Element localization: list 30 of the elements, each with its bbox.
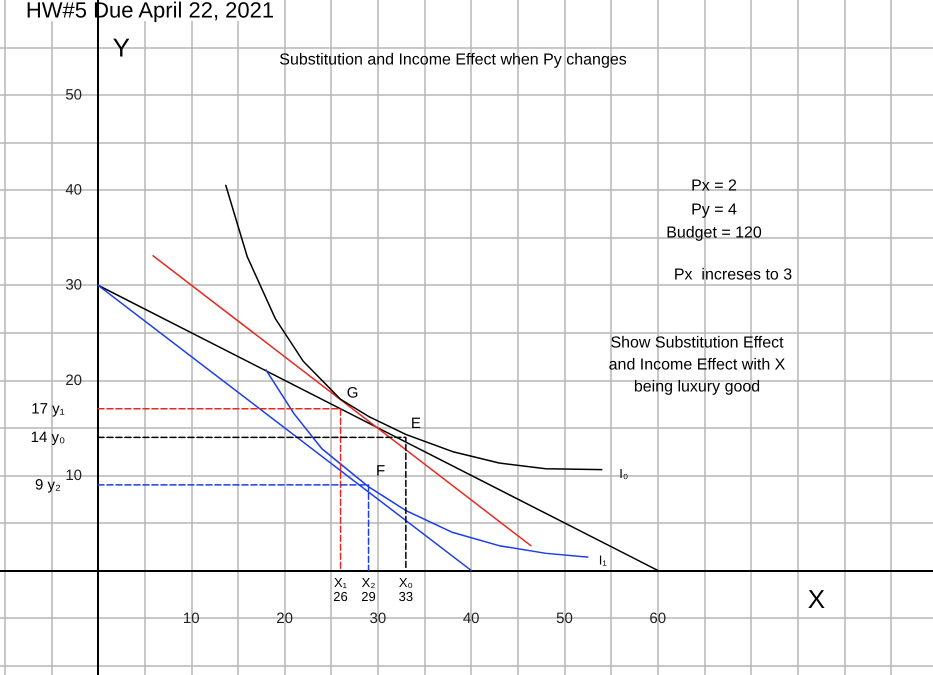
text: Substitution and Income Effect when Py changes bbox=[279, 52, 627, 68]
annotation: E bbox=[410, 414, 421, 432]
annotation: Budget = 120 bbox=[666, 224, 762, 242]
x-tick-label: 60 bbox=[649, 610, 666, 627]
annotation: X₂ 29 bbox=[361, 574, 376, 604]
y-tick-label: 10 bbox=[65, 466, 82, 484]
annotation: I₁ bbox=[598, 552, 608, 568]
x-tick-label: 10 bbox=[182, 610, 200, 627]
annotation: Px = 2 bbox=[691, 178, 737, 194]
y-tick-label: 30 bbox=[65, 276, 82, 294]
y-tick-label: 20 bbox=[65, 372, 82, 389]
annotation: 9 y₂ bbox=[35, 476, 62, 494]
annotation: G bbox=[346, 384, 358, 402]
x-tick-label: 40 bbox=[462, 610, 480, 627]
annotation: F bbox=[376, 462, 386, 480]
y-tick-label: 40 bbox=[65, 182, 82, 199]
x-tick-label: 30 bbox=[370, 610, 386, 627]
annotation: 14 y₀ bbox=[30, 428, 66, 446]
annotation: Show Substitution Effect and Income Effect with X being luxury good bbox=[608, 334, 786, 396]
annotation: 17 y₁ bbox=[31, 400, 65, 418]
annotation: X₀ 33 bbox=[398, 574, 414, 604]
annotation: X₁ 26 bbox=[333, 574, 348, 604]
annotation: I₀ bbox=[619, 466, 628, 482]
y-axis-title: Y bbox=[112, 32, 130, 63]
y-tick-label: 50 bbox=[65, 86, 82, 104]
x-tick-label: 50 bbox=[556, 610, 573, 627]
x-tick-label: 20 bbox=[276, 610, 293, 627]
annotation: Px increses to 3 bbox=[674, 266, 792, 284]
x-axis-title: X bbox=[808, 584, 826, 614]
annotation: Py = 4 bbox=[691, 202, 737, 218]
